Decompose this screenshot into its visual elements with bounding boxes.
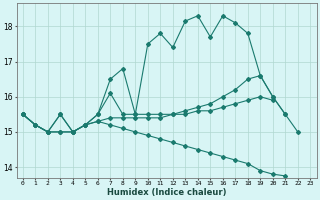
X-axis label: Humidex (Indice chaleur): Humidex (Indice chaleur) — [107, 188, 226, 197]
